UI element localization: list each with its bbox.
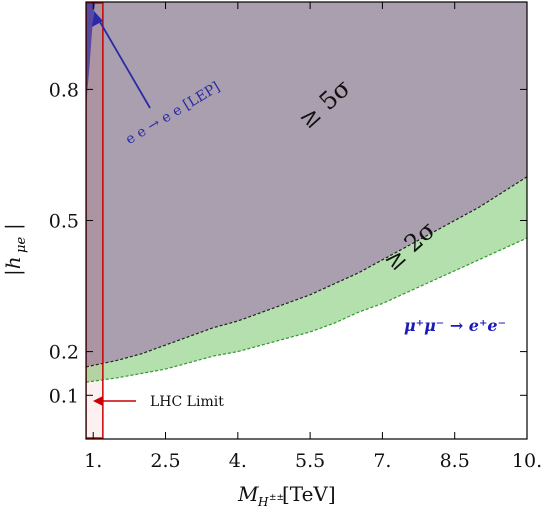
axis-ticks: 1. 2.5 4. 5.5 7. 8.5 10. 0.1 0.2 0.5 0.8	[49, 2, 542, 472]
x-tick-label: 2.5	[150, 450, 180, 472]
lep-arrow-line	[95, 14, 151, 109]
lhc-limit-label: LHC Limit	[150, 394, 224, 410]
five-sigma-region	[86, 2, 527, 367]
y-tick-label: 0.1	[49, 385, 79, 407]
lep-excluded-region	[86, 2, 96, 107]
x-axis-label-sup: ±±	[269, 493, 284, 503]
x-tick-label: 1.	[84, 450, 102, 472]
y-axis-label: |h μe |	[1, 223, 29, 276]
x-tick-label: 7.	[373, 450, 391, 472]
plot-areas	[86, 2, 527, 383]
x-tick-label: 10.	[512, 450, 542, 472]
y-tick-label: 0.8	[49, 79, 79, 101]
x-tick-label: 5.5	[295, 450, 325, 472]
y-tick-label: 0.5	[49, 211, 79, 233]
y-axis-label-close: |	[1, 223, 26, 230]
x-axis-label-unit: [TeV]	[282, 482, 336, 506]
y-tick-label: 0.2	[49, 342, 79, 364]
two-sigma-band	[86, 176, 527, 383]
five-sigma-boundary	[86, 176, 527, 368]
y-axis-label-sub: μe	[14, 237, 29, 253]
process-label: μ⁺μ⁻ → e⁺e⁻	[404, 316, 506, 335]
x-axis-label-sub: H	[257, 495, 269, 509]
plot-lines	[86, 2, 527, 439]
lep-arrow-head	[92, 11, 103, 27]
x-tick-label: 8.5	[440, 450, 470, 472]
two-sigma-boundary	[86, 237, 527, 383]
y-axis-label-main: |h	[1, 256, 26, 276]
lhc-limit-box	[86, 2, 104, 439]
lhc-arrow-head	[93, 396, 103, 406]
x-axis-label: M H ±± [TeV]	[237, 482, 336, 509]
x-tick-label: 4.	[229, 450, 247, 472]
x-axis-label-main: M	[237, 482, 259, 506]
